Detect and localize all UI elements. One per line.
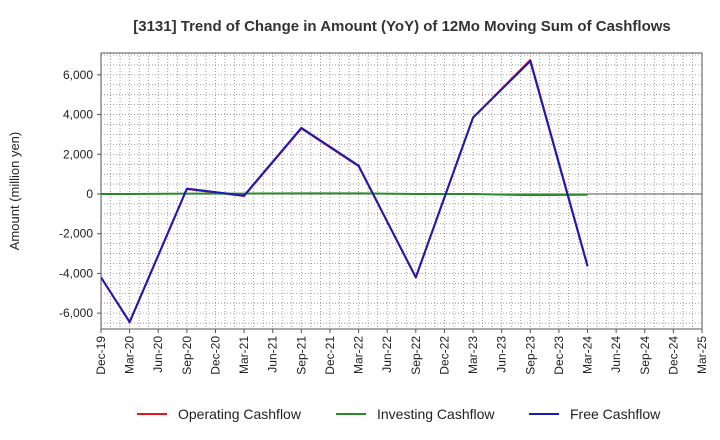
- x-tick-label: Mar-22: [352, 336, 366, 374]
- x-tick-label: Dec-21: [323, 336, 337, 375]
- x-tick-label: Jun-23: [495, 336, 509, 373]
- x-tick-label: Dec-20: [208, 336, 222, 375]
- x-tick-label: Mar-25: [695, 336, 709, 374]
- vertical-gridlines: [110, 53, 693, 329]
- x-tick-label: Sep-22: [409, 336, 423, 375]
- x-tick-label: Sep-24: [638, 336, 652, 375]
- series-lines: [100, 58, 589, 324]
- x-tick-labels: Dec-19 Mar-20 Jun-20 Sep-20 Dec-20 Mar-21 Jun-…: [94, 329, 709, 375]
- x-tick-label: Dec-19: [94, 336, 108, 375]
- series-line-free-cashflow: [100, 60, 589, 324]
- x-tick-label: Mar-24: [581, 336, 595, 374]
- y-tick-label: 6,000: [63, 68, 93, 82]
- y-tick-labels: -6,000 -4,000 -2,000 0 2,000 4,000 6,000: [59, 68, 101, 320]
- legend-label: Operating Cashflow: [178, 406, 302, 422]
- y-tick-label: -6,000: [59, 306, 93, 320]
- y-tick-label: -4,000: [59, 266, 93, 280]
- legend: Operating Cashflow Investing Cashflow Free…: [137, 406, 661, 422]
- x-tick-label: Mar-20: [123, 336, 137, 374]
- plot-frame: [100, 52, 703, 330]
- x-tick-label: Dec-22: [437, 336, 451, 375]
- x-tick-label: Dec-24: [666, 336, 680, 375]
- chart-title: [3131] Trend of Change in Amount (YoY) o…: [133, 18, 671, 35]
- x-tick-label: Mar-21: [237, 336, 251, 374]
- x-tick-label: Jun-20: [151, 336, 165, 373]
- y-tick-label: 4,000: [63, 108, 93, 122]
- x-tick-label: Jun-21: [266, 336, 280, 373]
- x-tick-label: Dec-23: [552, 336, 566, 375]
- y-tick-label: -2,000: [59, 227, 93, 241]
- x-tick-label: Jun-22: [380, 336, 394, 373]
- horizontal-gridlines: [101, 54, 702, 324]
- y-tick-label: 0: [86, 187, 93, 201]
- legend-label: Free Cashflow: [570, 406, 661, 422]
- y-axis-label: Amount (million yen): [7, 132, 22, 251]
- x-tick-label: Sep-23: [523, 336, 537, 375]
- legend-label: Investing Cashflow: [377, 406, 495, 422]
- x-tick-label: Jun-24: [609, 336, 623, 373]
- x-tick-label: Mar-23: [466, 336, 480, 374]
- x-tick-label: Sep-20: [180, 336, 194, 375]
- x-tick-label: Sep-21: [294, 336, 308, 375]
- y-tick-label: 2,000: [63, 147, 93, 161]
- series-line-investing-cashflow: [101, 192, 588, 197]
